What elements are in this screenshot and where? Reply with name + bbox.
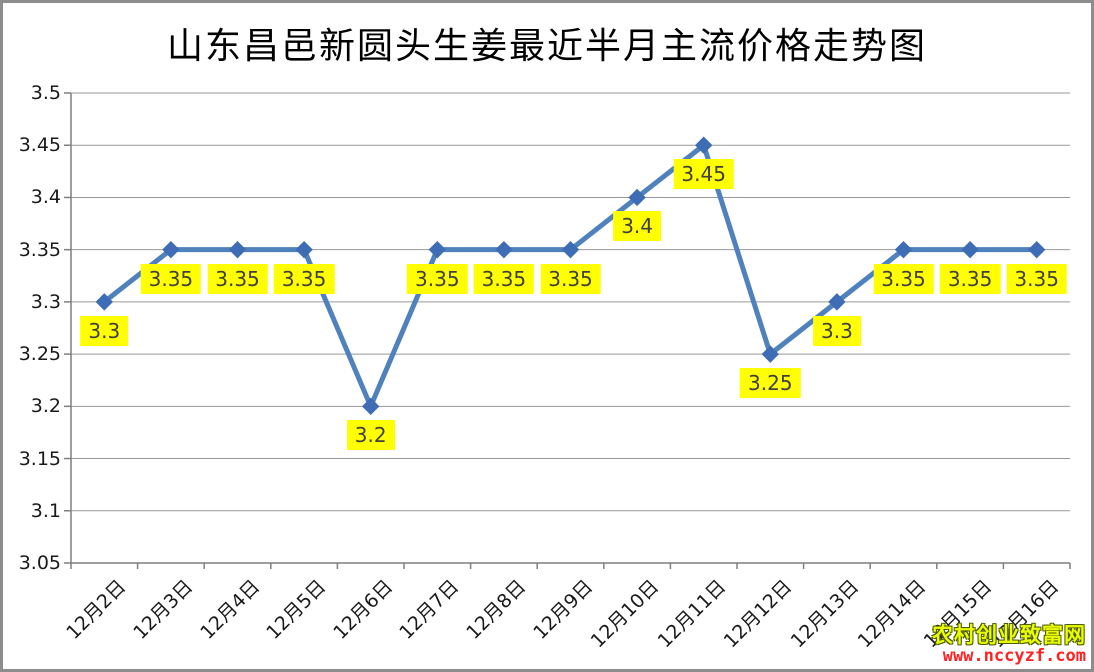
y-axis-label: 3.25 — [18, 343, 61, 366]
plot-area — [64, 92, 1071, 569]
data-label: 3.4 — [613, 211, 661, 242]
chart-title: 山东昌邑新圆头生姜最近半月主流价格走势图 — [166, 26, 927, 66]
data-point-marker — [1027, 240, 1046, 259]
watermark-site-name: 农村创业致富网 — [932, 623, 1086, 648]
data-point-marker — [95, 293, 114, 311]
watermark: 农村创业致富网 www.nccyzf.com — [932, 623, 1086, 667]
data-label: 3.35 — [273, 263, 335, 294]
data-point-marker — [295, 240, 313, 259]
data-point-marker — [228, 240, 247, 259]
data-label: 3.35 — [1006, 263, 1067, 294]
data-label: 3.35 — [407, 263, 468, 294]
data-label: 3.35 — [473, 263, 535, 294]
data-point-marker — [894, 240, 913, 259]
y-axis-label: 3.1 — [30, 499, 61, 522]
data-label: 3.35 — [939, 263, 1001, 294]
y-axis-label: 3.15 — [18, 447, 61, 470]
data-label: 3.35 — [540, 263, 601, 294]
data-label: 3.35 — [140, 263, 202, 294]
data-point-marker — [495, 240, 513, 259]
data-label: 3.45 — [673, 159, 734, 190]
watermark-site-url: www.nccyzf.com — [942, 646, 1086, 667]
data-point-marker — [694, 136, 713, 154]
data-point-marker — [162, 240, 180, 259]
y-axis-label: 3.35 — [18, 238, 61, 261]
data-label: 3.35 — [873, 263, 934, 294]
data-point-marker — [761, 345, 780, 363]
y-axis-label: 3.5 — [30, 82, 61, 104]
data-label: 3.2 — [346, 420, 395, 451]
data-point-marker — [828, 293, 846, 311]
data-label: 3.25 — [740, 368, 801, 399]
data-point-marker — [628, 188, 646, 207]
data-point-marker — [361, 397, 380, 416]
data-label: 3.3 — [80, 315, 129, 346]
y-axis-label: 3.45 — [18, 134, 61, 157]
data-label: 3.35 — [207, 263, 268, 294]
y-axis-label: 3.2 — [30, 395, 61, 418]
data-label: 3.3 — [812, 315, 861, 346]
data-point-marker — [961, 240, 979, 259]
data-point-marker — [428, 240, 447, 259]
data-point-marker — [561, 240, 580, 259]
y-axis-label: 3.3 — [30, 290, 61, 313]
y-axis-label: 3.4 — [30, 186, 61, 209]
y-axis-label: 3.05 — [18, 552, 61, 574]
